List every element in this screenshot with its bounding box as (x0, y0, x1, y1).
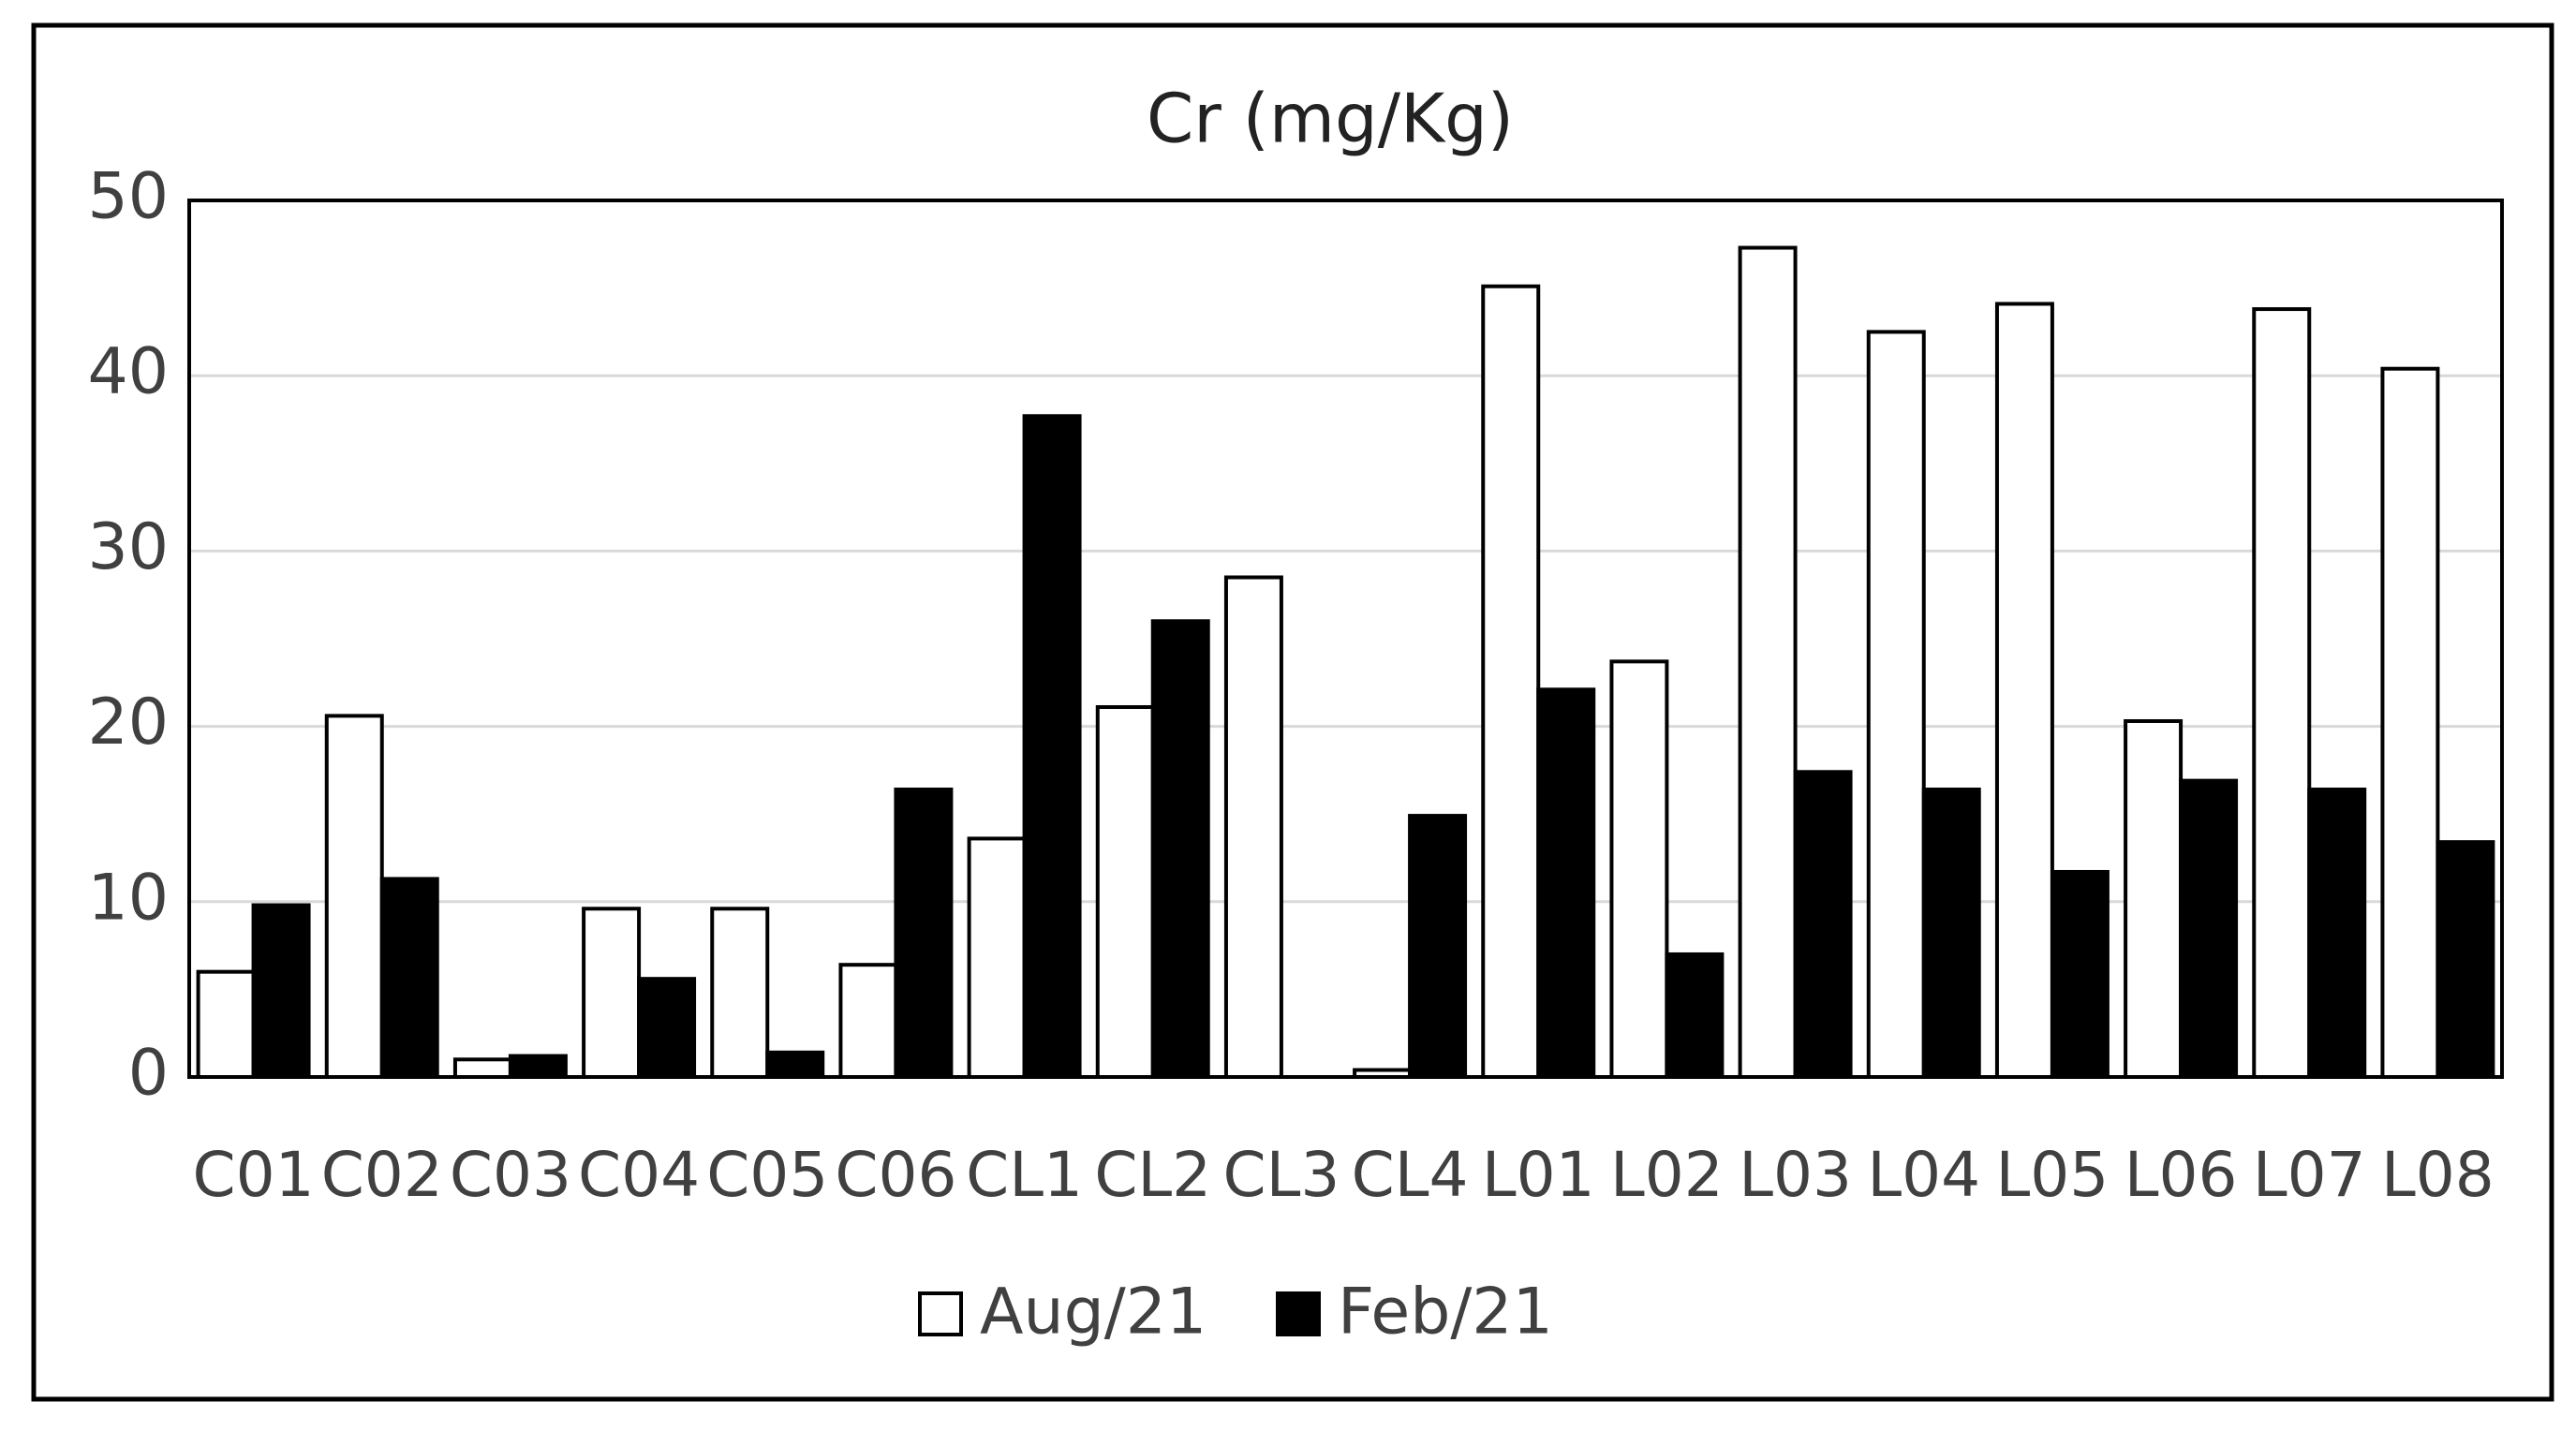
bar (251, 903, 311, 1079)
x-tick-label: L05 (1996, 1139, 2110, 1211)
chart-border (31, 22, 2554, 1402)
x-tick-label: L01 (1482, 1139, 1595, 1211)
bar (967, 836, 1027, 1080)
x-tick-label: C01 (193, 1139, 315, 1211)
x-tick-label: CL3 (1222, 1139, 1340, 1211)
bar (508, 1054, 568, 1080)
x-tick-label: CL4 (1352, 1139, 1469, 1211)
bar (452, 1057, 512, 1080)
legend-swatch (1276, 1291, 1321, 1336)
bar (894, 787, 954, 1079)
bar (1793, 770, 1853, 1079)
bar (2124, 718, 2184, 1079)
x-tick-label: C03 (450, 1139, 571, 1211)
bar (838, 963, 898, 1080)
x-tick-label: L04 (1867, 1139, 1980, 1211)
x-tick-label: CL2 (1094, 1139, 1211, 1211)
legend-label: Aug/21 (980, 1276, 1207, 1350)
y-tick-label: 10 (87, 861, 169, 935)
bar (582, 907, 642, 1080)
x-tick-label: L07 (2253, 1139, 2366, 1211)
bar (2380, 366, 2440, 1080)
bar (1481, 284, 1541, 1079)
legend-swatch (918, 1291, 963, 1336)
bar (1665, 952, 1725, 1080)
bar (710, 907, 770, 1080)
bar (1095, 705, 1155, 1079)
chart-title: Cr (mg/Kg) (1147, 80, 1514, 158)
bar (1150, 619, 1210, 1080)
bar (1921, 787, 1981, 1079)
x-tick-label: C02 (321, 1139, 443, 1211)
bar (2252, 307, 2312, 1079)
bar (1738, 245, 1798, 1079)
bar (1022, 414, 1082, 1080)
x-tick-label: C06 (835, 1139, 956, 1211)
bar (1994, 302, 2054, 1079)
x-tick-label: C05 (706, 1139, 828, 1211)
bar (2435, 840, 2495, 1079)
bar (196, 969, 256, 1080)
x-tick-label: C04 (578, 1139, 700, 1211)
bar (2179, 778, 2239, 1080)
x-tick-label: L06 (2124, 1139, 2238, 1211)
bar (1609, 659, 1669, 1079)
y-tick-label: 20 (87, 686, 169, 760)
bar (1408, 814, 1468, 1080)
bar (765, 1050, 825, 1079)
x-tick-label: L08 (2381, 1139, 2495, 1211)
bar (1536, 687, 1596, 1080)
y-tick-label: 40 (87, 335, 169, 409)
bar (2307, 787, 2367, 1079)
x-tick-label: L02 (1610, 1139, 1724, 1211)
bar (379, 877, 439, 1079)
y-tick-label: 0 (128, 1037, 169, 1111)
plot-border (187, 199, 2504, 1079)
bar (2050, 869, 2110, 1080)
x-tick-label: L03 (1739, 1139, 1852, 1211)
legend-label: Feb/21 (1338, 1276, 1553, 1350)
x-tick-label: CL1 (966, 1139, 1083, 1211)
bar (1866, 330, 1926, 1079)
bar (324, 714, 384, 1079)
bar (637, 977, 697, 1079)
y-tick-label: 30 (87, 510, 169, 584)
bar (1223, 575, 1283, 1079)
y-tick-label: 50 (87, 160, 169, 234)
